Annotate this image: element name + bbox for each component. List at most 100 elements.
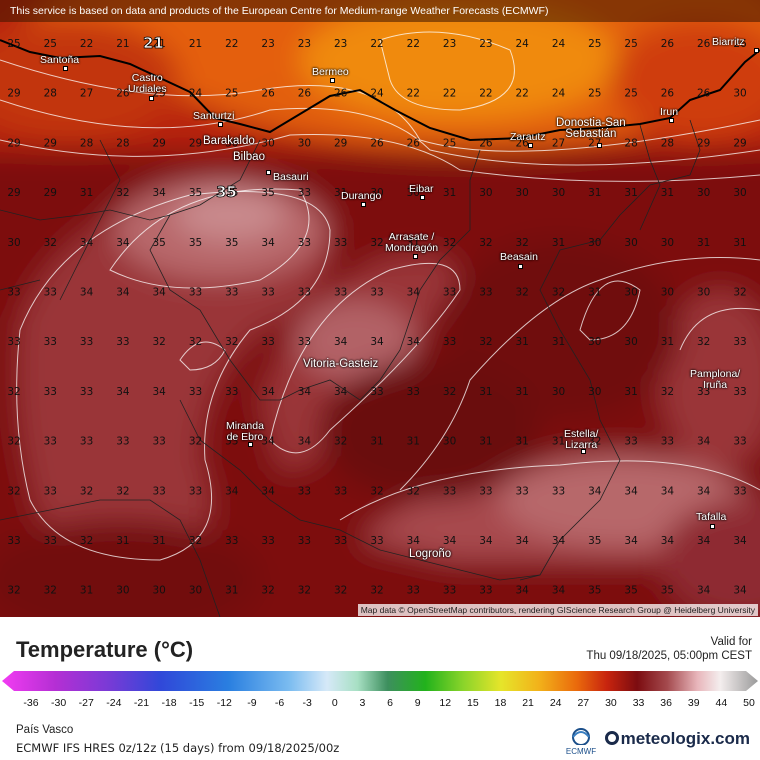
city-zarautz[interactable]: Zarautz xyxy=(510,131,546,143)
grid-value: 26 xyxy=(116,88,130,100)
city-durango[interactable]: Durango xyxy=(341,190,382,202)
grid-value: 33 xyxy=(225,287,238,299)
grid-value: 22 xyxy=(516,88,529,100)
grid-value: 34 xyxy=(261,436,275,448)
grid-value: 26 xyxy=(479,137,493,149)
grid-value: 31 xyxy=(661,187,674,199)
city-beasain[interactable]: Beasain xyxy=(500,251,538,263)
grid-value: 32 xyxy=(7,386,20,398)
city-bilbao[interactable]: Bilbao xyxy=(233,151,265,163)
grid-value: 26 xyxy=(407,137,421,149)
grid-value: 33 xyxy=(44,336,57,348)
city-miranda-de-ebro[interactable]: Miranda de Ebro xyxy=(226,420,264,443)
grid-value: 33 xyxy=(661,436,674,448)
temperature-map[interactable]: 25 25 22 21 21 21 22 23 23 23 22 22 23 23 24 24 25 25 26 26… xyxy=(0,0,760,617)
grid-value: 34 xyxy=(624,485,638,497)
city-basauri[interactable]: Basauri xyxy=(273,171,309,183)
grid-value: 33 xyxy=(733,485,746,497)
city-arrasate-mondragon[interactable]: Arrasate / Mondragón xyxy=(385,231,439,254)
grid-value: 23 xyxy=(479,38,492,50)
city-biarritz[interactable]: Biarritz xyxy=(712,36,745,48)
grid-value: 25 xyxy=(624,38,637,50)
grid-value: 35 xyxy=(225,237,238,249)
grid-value: 29 xyxy=(44,187,57,199)
grid-value: 29 xyxy=(334,137,347,149)
grid-value: 34 xyxy=(697,436,711,448)
color-scale-tick-label: -18 xyxy=(161,697,177,709)
city-castro-urdiales[interactable]: Castro Urdiales xyxy=(128,72,167,95)
grid-value: 25 xyxy=(624,88,637,100)
grid-value: 30 xyxy=(7,237,20,249)
grid-value: 34 xyxy=(80,287,94,299)
city-eibar[interactable]: Eibar xyxy=(409,183,434,195)
color-scale-tick-label: 9 xyxy=(414,697,421,709)
grid-value: 34 xyxy=(479,535,493,547)
grid-value: 32 xyxy=(516,287,529,299)
grid-value: 32 xyxy=(588,436,601,448)
grid-value: 35 xyxy=(588,535,601,547)
color-scale-ticks: -36 -30 -27 -24 -21 -18 -15 -12 -9 -6 -3 0 3 6 9 12 15 18… xyxy=(0,697,760,711)
grid-value: 33 xyxy=(116,436,129,448)
meteologix-brand[interactable]: meteologix.com xyxy=(604,729,750,749)
grid-value: 25 xyxy=(588,38,601,50)
color-scale-tick-label: 21 xyxy=(522,697,534,709)
grid-value: 34 xyxy=(116,386,130,398)
grid-value: 31 xyxy=(516,336,529,348)
grid-value: 30 xyxy=(116,585,129,597)
map-attribution[interactable]: Map data © OpenStreetMap contributors, r… xyxy=(357,604,758,616)
city-irun[interactable]: Irun xyxy=(660,106,679,118)
city-dot xyxy=(218,122,223,127)
grid-value: 25 xyxy=(44,38,57,50)
city-tafalla[interactable]: Tafalla xyxy=(696,511,727,523)
city-pamplona-iruna[interactable]: Pamplona/ Iruña xyxy=(690,368,741,391)
city-dot xyxy=(518,264,523,269)
grid-value: 31 xyxy=(552,237,565,249)
color-scale-tick-label: 33 xyxy=(632,697,645,709)
grid-value: 34 xyxy=(153,287,167,299)
grid-value: 33 xyxy=(261,336,274,348)
grid-value: 35 xyxy=(225,187,238,199)
city-dot xyxy=(413,254,418,259)
grid-value: 33 xyxy=(189,287,202,299)
grid-value: 33 xyxy=(80,336,93,348)
grid-value: 26 xyxy=(261,88,275,100)
city-logrono[interactable]: Logroño xyxy=(409,548,452,560)
grid-value: 30 xyxy=(552,386,565,398)
color-scale-tick-label: 18 xyxy=(494,697,507,709)
city-estella-lizarra[interactable]: Estella/ Lizarra xyxy=(564,428,599,451)
grid-value: 29 xyxy=(733,137,746,149)
city-barakaldo[interactable]: Barakaldo xyxy=(203,135,255,147)
grid-value: 30 xyxy=(370,187,383,199)
grid-value: 33 xyxy=(7,336,20,348)
grid-value: 31 xyxy=(407,237,420,249)
isotherms xyxy=(0,31,760,561)
grid-value: 31 xyxy=(479,386,492,398)
grid-value: 33 xyxy=(298,485,311,497)
grid-value: 34 xyxy=(370,336,384,348)
grid-value: 33 xyxy=(370,535,383,547)
grid-value: 34 xyxy=(661,485,675,497)
grid-value: 22 xyxy=(370,38,383,50)
grid-value: 32 xyxy=(189,336,202,348)
map-canvas[interactable]: 25 25 22 21 21 21 22 23 23 23 22 22 23 23 24 24 25 25 26 26… xyxy=(0,0,760,617)
region-label: País Vasco xyxy=(16,724,74,736)
city-santona[interactable]: Santoña xyxy=(40,54,80,66)
grid-value: 27 xyxy=(80,88,93,100)
grid-value: 32 xyxy=(552,287,565,299)
grid-value: 25 xyxy=(225,88,238,100)
grid-value: 32 xyxy=(80,485,93,497)
city-donostia[interactable]: Donostia-San Sebastián xyxy=(556,117,626,140)
city-dot xyxy=(149,96,154,101)
city-vitoria-gasteiz[interactable]: Vitoria-Gasteiz xyxy=(303,358,379,370)
grid-value: 32 xyxy=(116,485,129,497)
city-santurtzi[interactable]: Santurtzi xyxy=(193,110,235,122)
city-bermeo[interactable]: Bermeo xyxy=(312,66,349,78)
grid-value: 34 xyxy=(516,585,530,597)
grid-value: 30 xyxy=(261,137,274,149)
grid-value: 34 xyxy=(697,535,711,547)
city-dot xyxy=(581,449,586,454)
grid-value: 34 xyxy=(697,485,711,497)
grid-value: 31 xyxy=(697,237,710,249)
peak-label-35: 35 xyxy=(216,183,237,201)
